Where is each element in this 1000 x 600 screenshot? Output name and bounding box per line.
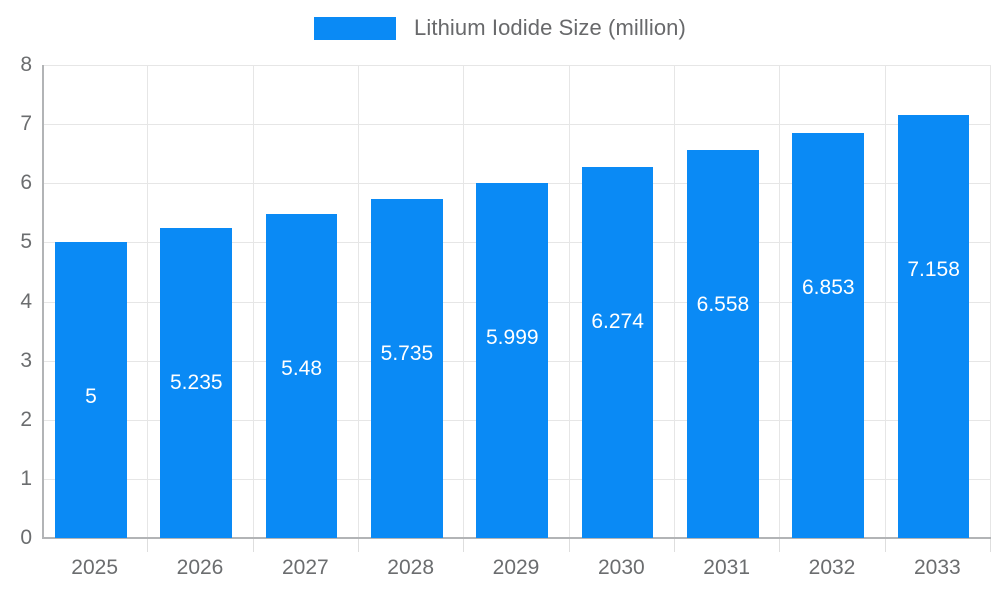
bar[interactable]: 5.235 [160,228,233,538]
x-axis-tick-label: 2027 [281,556,329,579]
bar[interactable]: 6.274 [581,167,654,538]
bar[interactable]: 5.735 [371,198,443,538]
y-axis-tick-label: 8 [20,53,32,76]
legend-label-lithium-iodide: Lithium Iodide Size (million) [414,15,686,40]
bar-value-label: 6.274 [591,310,644,334]
y-axis-tick-label: 3 [20,348,32,372]
x-axis-tick [252,539,254,552]
x-axis-tick-label: 2032 [808,556,856,579]
y-axis-line [42,65,44,539]
legend-item-lithium-iodide[interactable]: Lithium Iodide Size (million) [314,15,686,41]
bar-group: 6.853 [779,65,884,538]
y-axis-labels: 8 7 6 5 4 3 2 1 0 [0,0,32,600]
x-axis-tick-label: 2033 [913,556,961,579]
y-axis-tick-label: 6 [20,171,32,195]
gridline-vertical [990,65,991,538]
chart-legend: Lithium Iodide Size (million) [0,0,1000,56]
x-axis-tick [147,539,149,552]
bar-value-label: 6.853 [802,275,855,299]
bar[interactable]: 5 [55,242,127,538]
bar-value-label: 5 [85,385,97,409]
bar-value-label: 5.235 [170,371,223,395]
bar-series-lithium-iodide: 5 5.235 5.48 5.735 5.999 6.274 6.558 6.853 7.158 [42,65,991,538]
x-axis-tick [884,539,886,552]
gridline-vertical [147,65,149,538]
bar-value-label: 5.735 [380,341,434,365]
bar-group: 6.558 [674,65,779,538]
x-axis-tick [358,539,359,552]
bar-group: 5.48 [253,65,358,538]
x-axis-tick-label: 2031 [703,556,751,579]
gridline-vertical [568,65,570,538]
bar-group: 5.735 [358,65,463,538]
bar-group: 7.158 [885,65,990,538]
y-axis-tick-label: 4 [20,289,32,313]
y-axis-tick-label: 5 [20,230,32,254]
bar-value-label: 5.48 [281,357,323,380]
bar-value-label: 6.558 [696,293,750,317]
bar-group: 5 [42,65,147,538]
y-axis-tick-label: 0 [20,526,32,549]
y-axis-tick-label: 7 [20,112,32,136]
x-axis-tick-label: 2026 [176,556,224,579]
x-axis-tick [674,539,675,552]
x-axis-tick [779,539,781,552]
bar-group: 6.274 [569,65,674,538]
x-axis-tick-label: 2029 [492,556,540,579]
gridline-horizontal [42,65,990,66]
gridline-vertical [884,65,886,538]
x-axis-labels: 2025 2026 2027 2028 2029 2030 2031 2032 2033 [42,556,991,586]
bar-value-label: 7.158 [907,257,960,281]
x-axis-line [42,537,991,539]
bar-value-label: 5.999 [486,326,539,350]
bar-group: 5.235 [147,65,252,538]
bar[interactable]: 6.853 [792,132,865,538]
y-axis-tick-label: 2 [20,407,32,431]
gridline-vertical [674,65,675,538]
y-axis-tick-label: 1 [20,466,32,490]
bar[interactable]: 5.999 [476,183,549,538]
x-axis-tick-label: 2025 [71,556,119,579]
x-axis-tick [463,539,465,552]
x-axis-tick-label: 2030 [597,556,645,579]
x-axis-tick-label: 2028 [387,556,435,579]
legend-swatch-lithium-iodide [314,16,397,40]
x-axis-tick [990,539,991,552]
bar-group: 5.999 [463,65,568,538]
gridline-vertical [358,65,359,538]
gridline-horizontal [42,124,990,126]
gridline-vertical [252,65,254,538]
bar[interactable]: 5.48 [265,214,338,538]
gridline-vertical [779,65,781,538]
bar[interactable]: 7.158 [897,114,970,538]
x-axis-tick [568,539,570,552]
gridline-vertical [463,65,465,538]
bar[interactable]: 6.558 [687,150,759,538]
